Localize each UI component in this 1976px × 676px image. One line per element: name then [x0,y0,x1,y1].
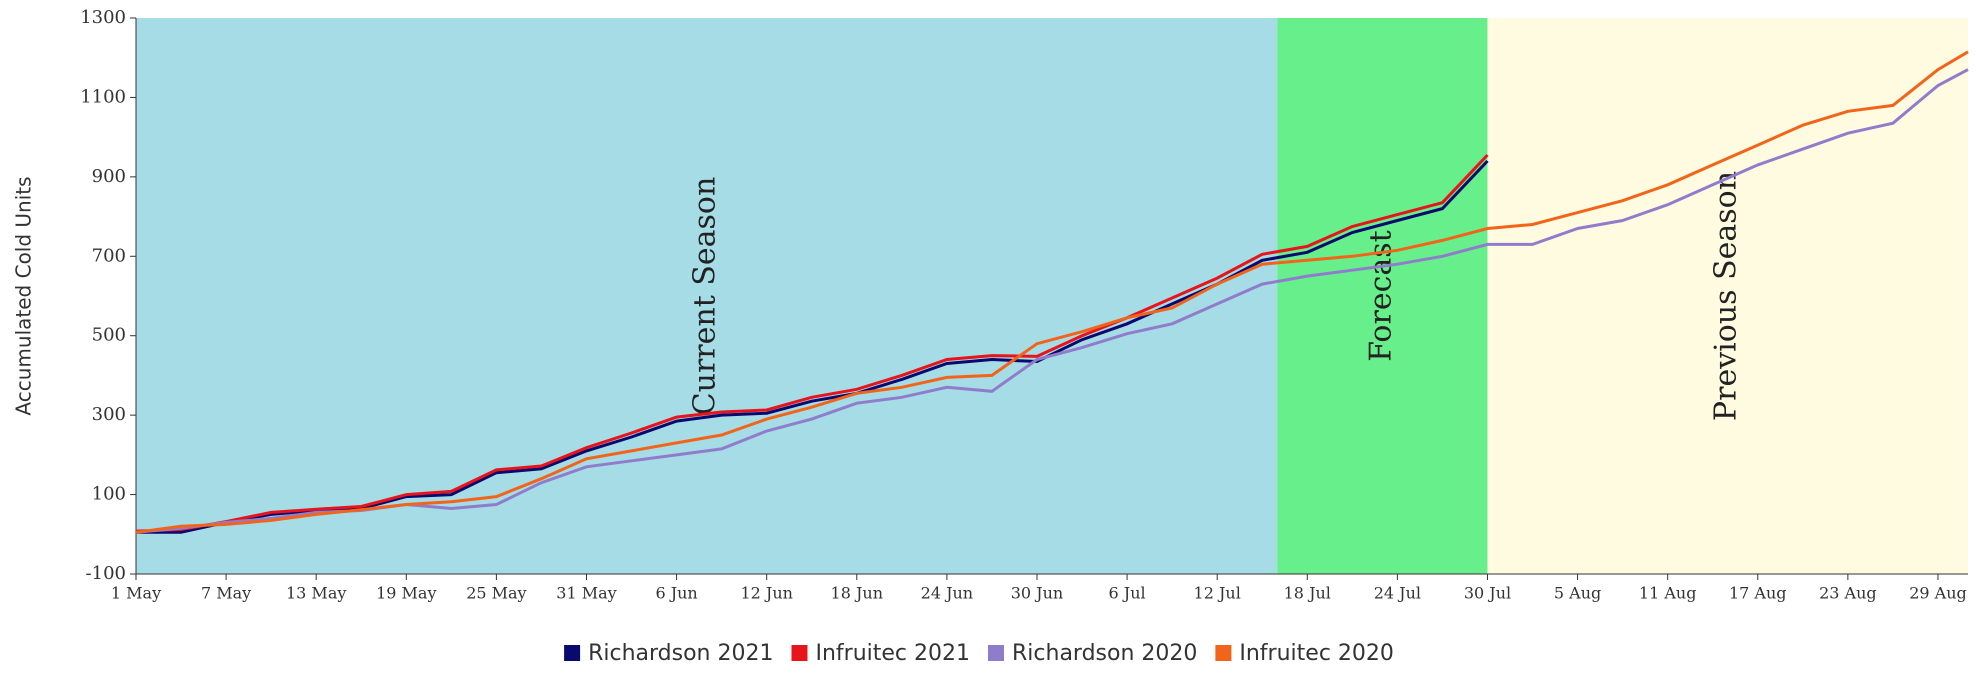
band [136,18,1278,574]
band [1487,18,1968,574]
x-tick-label: 6 Jun [655,584,697,603]
y-tick-label: 1100 [80,86,126,107]
band [1277,18,1488,574]
x-tick-label: 6 Jul [1109,584,1146,603]
band-label: Previous Season [1709,171,1744,421]
y-tick-label: 300 [92,404,126,425]
x-tick-label: 12 Jul [1194,584,1241,603]
x-tick-label: 18 Jul [1284,584,1331,603]
x-tick-label: 18 Jun [831,584,883,603]
x-tick-label: 11 Aug [1639,584,1697,603]
y-tick-label: 700 [92,245,126,266]
y-tick-label: 1300 [80,7,126,28]
series-line [135,153,1489,533]
x-tick-label: 23 Aug [1819,584,1877,603]
legend-text: Richardson 2020 [1012,641,1197,666]
x-tick-label: 30 Jun [1011,584,1063,603]
x-tick-label: 5 Aug [1554,584,1601,603]
x-tick-label: 7 May [201,584,251,603]
y-tick-label: -100 [86,563,126,584]
legend-swatch [564,645,581,661]
x-tick-label: 17 Aug [1729,584,1787,603]
x-tick-label: 19 May [376,584,436,603]
y-axis-label: Accumulated Cold Units [12,176,36,415]
x-tick-label: 24 Jun [921,584,973,603]
band-label: Current Season [688,177,723,416]
legend-swatch [1215,645,1232,661]
x-tick-label: 29 Aug [1909,584,1967,603]
legend-swatch [791,645,808,661]
series-line [135,50,1969,534]
x-tick-label: 30 Jul [1464,584,1511,603]
x-tick-label: 25 May [466,584,526,603]
y-tick-label: 900 [92,166,126,187]
legend-text: Infruitec 2020 [1239,641,1394,666]
x-tick-label: 12 Jun [740,584,792,603]
x-tick-label: 31 May [556,584,616,603]
legend-swatch [988,645,1004,661]
x-tick-label: 24 Jul [1374,584,1421,603]
x-tick-label: 1 May [111,584,161,603]
legend-text: Richardson 2021 [588,641,773,666]
x-tick-label: 13 May [286,584,346,603]
series-line [135,68,1969,534]
legend-text: Infruitec 2021 [815,641,970,666]
y-tick-label: 500 [92,325,126,346]
y-tick-label: 100 [92,484,126,505]
